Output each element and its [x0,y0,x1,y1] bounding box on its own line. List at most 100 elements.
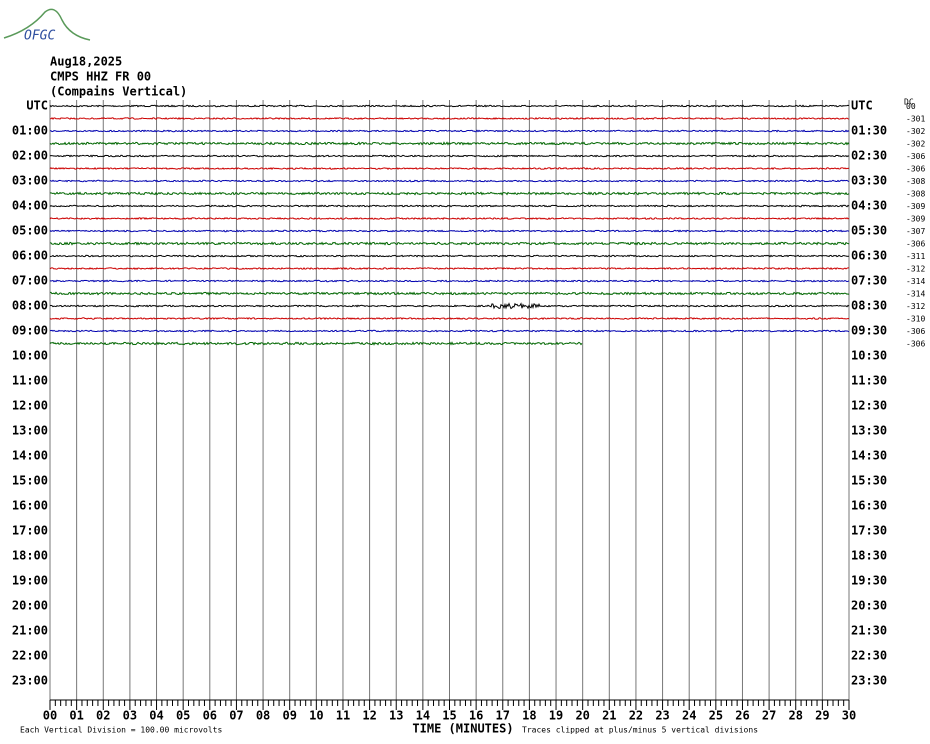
left-label: 04:00 [12,199,48,213]
right-label: 03:30 [851,174,887,188]
trace [49,317,850,320]
right-label: 14:30 [851,449,887,463]
x-tick-label: 14 [416,709,430,723]
left-label: 21:00 [12,624,48,638]
right-label: 15:30 [851,474,887,488]
left-label: 22:00 [12,649,48,663]
trace [49,179,850,183]
logo-mark [3,8,91,41]
x-tick-label: 06 [203,709,217,723]
clip-note: Traces clipped at plus/minus 5 vertical … [522,726,758,735]
x-tick-label: 30 [842,709,856,723]
trace [49,279,850,283]
right-label: 11:30 [851,374,887,388]
trace [49,154,850,158]
left-label: 05:00 [12,224,48,238]
left-label: 03:00 [12,174,48,188]
trace [49,329,850,333]
x-tick-label: 08 [256,709,270,723]
right-label: 21:30 [851,624,887,638]
right-label: 04:30 [851,199,887,213]
left-label: 07:00 [12,274,48,288]
offset-label: -306 [906,152,925,161]
x-tick-label: 23 [655,709,669,723]
trace [49,166,850,171]
right-label: 18:30 [851,549,887,563]
date: Aug18,2025 [50,55,122,69]
offset-label: -312 [906,265,925,274]
left-label: 19:00 [12,574,48,588]
x-tick-label: 10 [309,709,323,723]
right-label: 16:30 [851,499,887,513]
offset-header: DC [904,98,914,107]
left-label: 18:00 [12,549,48,563]
right-label: 07:30 [851,274,887,288]
trace [49,191,850,196]
x-tick-label: 09 [282,709,296,723]
trace [49,104,850,108]
offset-label: -308 [906,177,925,186]
description: (Compains Vertical) [50,85,187,99]
x-tick-label: 02 [96,709,110,723]
left-label: 16:00 [12,499,48,513]
left-label: 15:00 [12,474,48,488]
right-label: 23:30 [851,674,887,688]
right-label: 08:30 [851,299,887,313]
right-label: 01:30 [851,124,887,138]
x-tick-label: 12 [362,709,376,723]
offset-label: -309 [906,202,925,211]
logo-text: OFGC [24,29,55,44]
station: CMPS HHZ FR 00 [50,70,151,84]
right-label: UTC [851,99,873,113]
trace [49,141,850,146]
trace [49,302,850,310]
x-tick-label: 29 [815,709,829,723]
left-label: 12:00 [12,399,48,413]
right-label: 12:30 [851,399,887,413]
trace [50,129,850,133]
x-tick-label: 00 [43,709,57,723]
x-tick-label: 22 [629,709,643,723]
offset-label: -310 [906,315,925,324]
left-label: 14:00 [12,449,48,463]
right-label: 06:30 [851,249,887,263]
left-label: 11:00 [12,374,48,388]
x-tick-label: 05 [176,709,190,723]
left-label: 09:00 [12,324,48,338]
x-tick-label: 15 [442,709,456,723]
offset-label: -312 [906,302,925,311]
offset-label: -314 [906,277,925,286]
x-tick-label: 27 [762,709,776,723]
right-label: 13:30 [851,424,887,438]
axis-title: TIME (MINUTES) [412,722,513,736]
offset-label: -302 [906,140,925,149]
offset-label: -314 [906,290,925,299]
x-tick-label: 01 [69,709,83,723]
x-tick-label: 28 [789,709,803,723]
left-label: 23:00 [12,674,48,688]
x-tick-label: 07 [229,709,243,723]
offset-label: -306 [906,327,925,336]
trace [49,204,850,208]
x-tick-label: 11 [336,709,350,723]
left-label: 20:00 [12,599,48,613]
right-label: 09:30 [851,324,887,338]
x-tick-label: 25 [709,709,723,723]
left-label: 17:00 [12,524,48,538]
trace [50,291,850,296]
left-label: 08:00 [12,299,48,313]
offset-label: -302 [906,127,925,136]
scale-note: Each Vertical Division = 100.00 microvol… [20,726,222,735]
trace [50,241,850,246]
left-label: UTC [26,99,48,113]
offset-label: -311 [906,252,925,261]
trace [50,116,850,120]
offset-label: -306 [906,165,925,174]
offset-label: 00 [906,102,916,111]
offset-label: -306 [906,340,925,349]
right-label: 10:30 [851,349,887,363]
x-tick-label: 04 [149,709,163,723]
x-tick-label: 26 [735,709,749,723]
x-tick-label: 16 [469,709,483,723]
x-tick-label: 19 [549,709,563,723]
